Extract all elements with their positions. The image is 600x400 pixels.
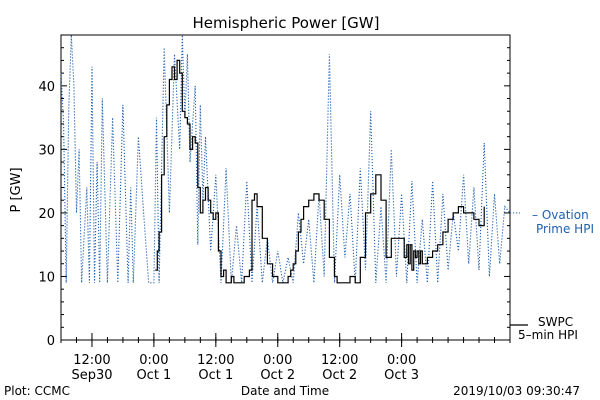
x-tick-label: 12:00: [73, 353, 110, 368]
chart-title: Hemispheric Power [GW]: [193, 14, 380, 32]
plot-frame: [60, 34, 511, 341]
footer-timestamp: 2019/10/03 09:30:47: [453, 384, 580, 398]
y-axis-label: P [GW]: [9, 167, 24, 212]
y-tick-label: 30: [38, 143, 55, 158]
x-tick-label: 12:00: [321, 353, 358, 368]
series-layer: [60, 34, 511, 284]
y-tick-label: 0: [47, 334, 55, 349]
x-tick-label: 0:00: [139, 353, 168, 368]
plot-border: [60, 34, 511, 341]
x-tick-label: 0:00: [387, 353, 416, 368]
ovation-legend-label: – Ovation: [532, 208, 589, 222]
x-tick-date-label: Sep30: [71, 368, 112, 383]
swpc-legend-label: SWPC: [538, 315, 573, 329]
x-tick-label: 0:00: [263, 353, 292, 368]
y-tick-label: 10: [38, 270, 55, 285]
x-tick-date-label: Oct 2: [260, 368, 295, 383]
ovation-legend-label-line2: Prime HPI: [536, 222, 594, 236]
x-tick-date-label: Oct 3: [384, 368, 419, 383]
x-tick-date-label: Oct 2: [322, 368, 357, 383]
x-tick-date-label: Oct 1: [198, 368, 233, 383]
swpc-legend-label-line2: 5–min HPI: [518, 328, 578, 342]
swpc-hpi-line: [155, 59, 485, 284]
x-tick-label: 12:00: [197, 353, 234, 368]
y-tick-label: 40: [38, 80, 55, 95]
y-axis-ticks: 0 10 20 30 40: [38, 47, 510, 349]
x-axis-label: Date and Time: [241, 384, 329, 398]
x-tick-date-label: Oct 1: [136, 368, 171, 383]
footer-plot-credit: Plot: CCMC: [4, 384, 70, 398]
ovation-prime-line: [60, 34, 511, 284]
y-tick-label: 20: [38, 207, 55, 222]
